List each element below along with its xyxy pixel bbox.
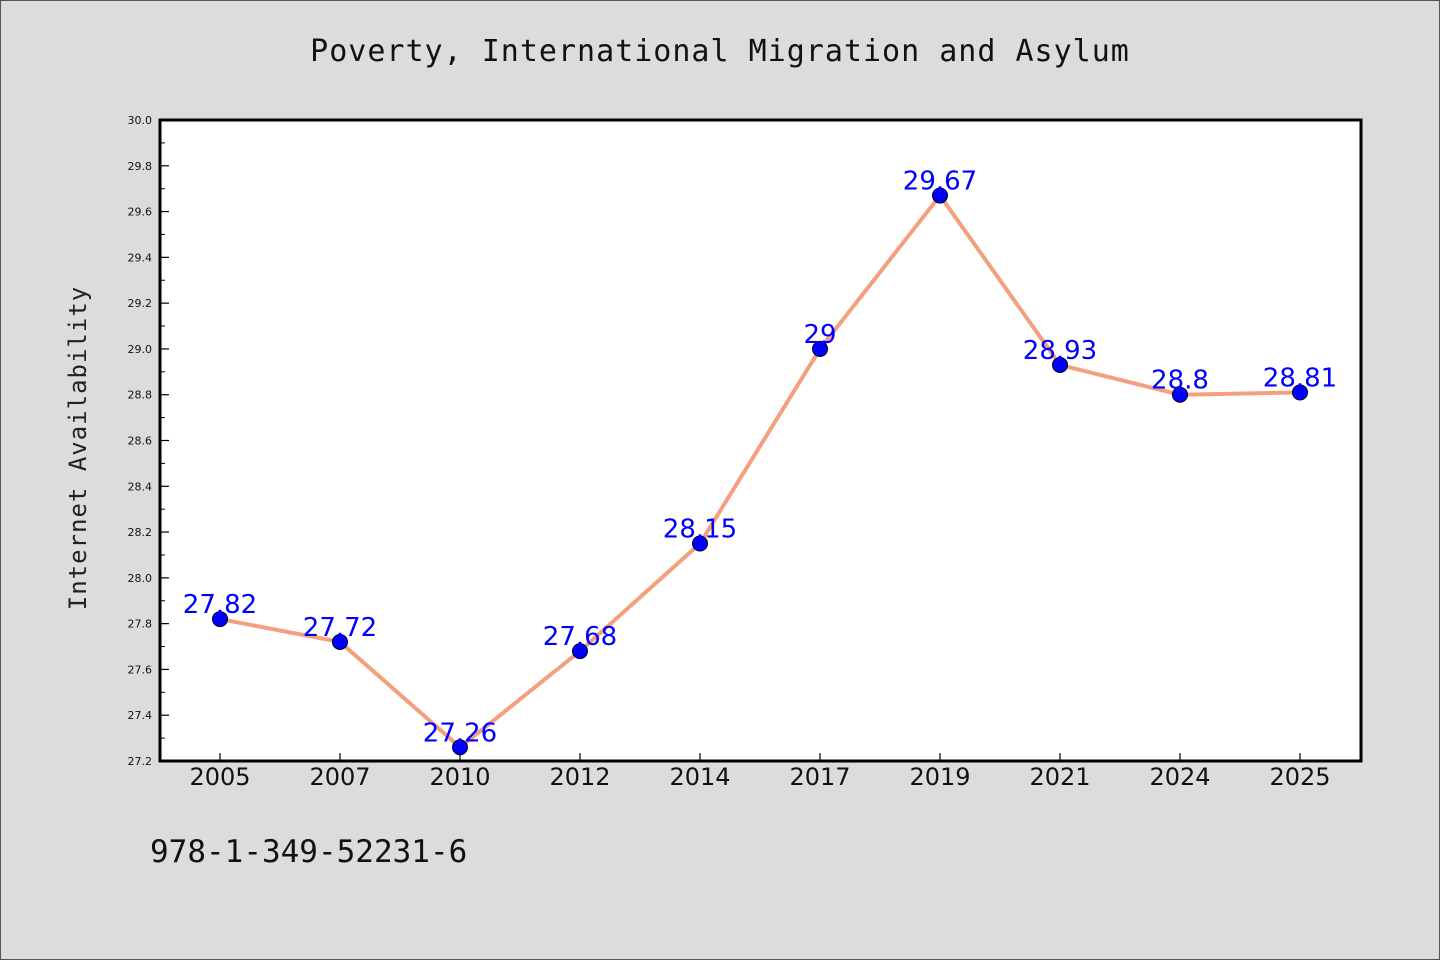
data-point	[1292, 384, 1308, 401]
data-point	[1172, 386, 1188, 403]
data-point	[212, 611, 228, 628]
x-tick-label: 2019	[909, 763, 970, 791]
x-tick-label: 2024	[1149, 763, 1210, 791]
isbn-code: 978-1-349-52231-6	[150, 834, 468, 870]
y-tick-label: 29.0	[128, 343, 153, 356]
data-point	[812, 340, 828, 357]
y-tick-label: 29.4	[128, 251, 153, 264]
y-tick-label: 29.8	[128, 160, 153, 173]
data-point	[1052, 356, 1068, 373]
x-tick-label: 2025	[1269, 763, 1330, 791]
data-label: 28.93	[1023, 336, 1097, 366]
y-axis: 27.2 27.4 27.6 27.8 28.0 28.2 28.4 28.6 28.8 29.0…	[128, 114, 169, 768]
data-label: 27.82	[183, 590, 257, 620]
data-label: 27.72	[303, 613, 377, 643]
x-tick-label: 2007	[309, 763, 370, 791]
x-axis: 2005 2007 2010 2012 2014 2017 2019 2021 2024 2025	[189, 753, 1331, 791]
data-label: 28.81	[1263, 363, 1337, 393]
y-tick-label: 28.4	[128, 480, 153, 493]
y-tick-label: 30.0	[128, 114, 153, 127]
data-point	[452, 739, 468, 756]
x-tick-label: 2012	[549, 763, 610, 791]
chart-title: Poverty, International Migration and Asy…	[310, 34, 1130, 69]
data-label: 29	[803, 320, 836, 350]
y-tick-label: 28.6	[128, 435, 153, 448]
data-point	[692, 535, 708, 552]
series-line	[218, 193, 1302, 750]
data-label: 27.26	[423, 718, 497, 748]
data-label: 28.15	[663, 515, 737, 545]
y-tick-label: 27.2	[128, 755, 153, 768]
data-label: 27.68	[543, 622, 617, 652]
y-tick-label: 27.8	[128, 618, 153, 631]
series: 27.82 27.72 27.26 27.68 28.15 29 29.67 28.93 28.…	[183, 167, 1337, 756]
plot-area	[158, 118, 1363, 763]
y-tick-label: 28.2	[128, 526, 153, 539]
data-point	[572, 643, 588, 660]
y-tick-label: 27.6	[128, 663, 153, 676]
y-tick-label: 28.8	[128, 389, 153, 402]
y-tick-label: 29.2	[128, 297, 153, 310]
x-tick-label: 2021	[1029, 763, 1090, 791]
x-tick-label: 2014	[669, 763, 730, 791]
data-label: 29.67	[903, 167, 977, 197]
x-tick-label: 2005	[189, 763, 250, 791]
y-tick-label: 27.4	[128, 709, 153, 722]
y-tick-label: 29.6	[128, 206, 153, 219]
y-tick-label: 28.0	[128, 572, 153, 585]
data-label: 28.8	[1151, 366, 1209, 396]
x-tick-label: 2017	[789, 763, 850, 791]
data-point	[932, 187, 948, 204]
data-point	[332, 633, 348, 650]
x-tick-label: 2010	[429, 763, 490, 791]
